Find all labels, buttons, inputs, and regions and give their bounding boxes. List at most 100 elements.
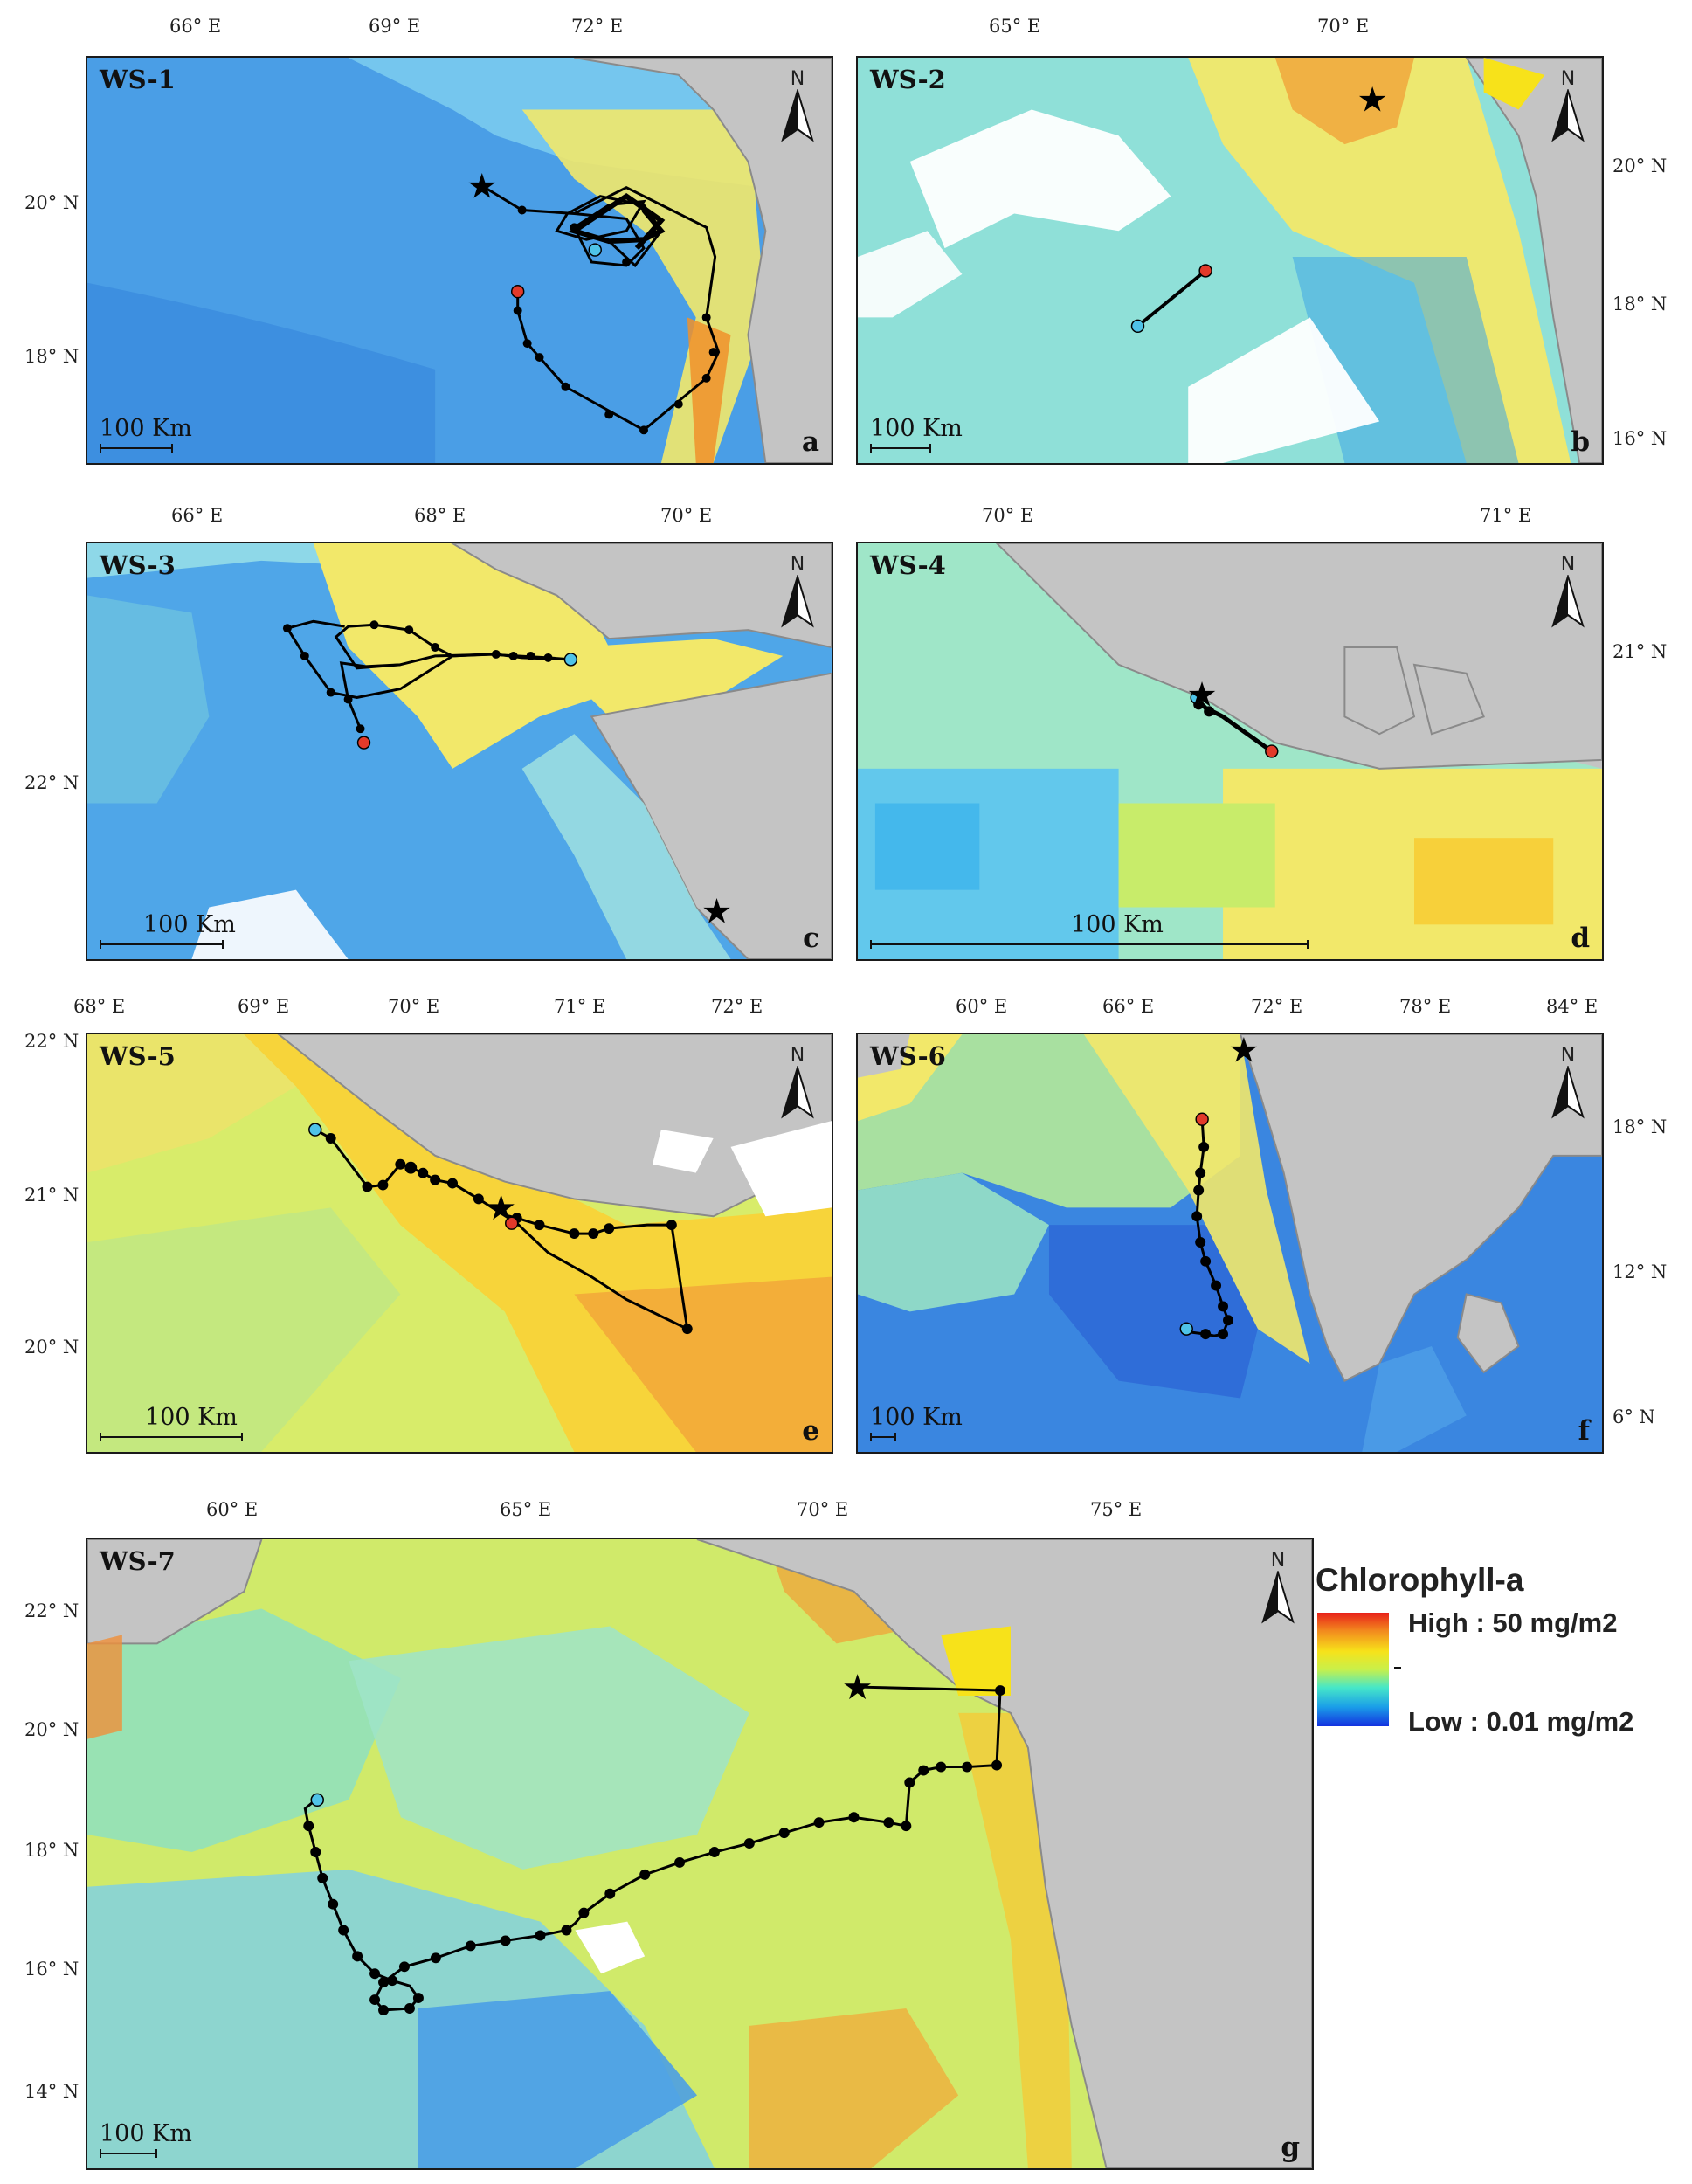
chlorophyll-raster-ws2 bbox=[858, 58, 1602, 463]
y-tick: 16° N bbox=[24, 1959, 79, 1980]
start-marker-ws3 bbox=[563, 653, 578, 667]
scale-line bbox=[870, 940, 1309, 949]
float-track-ws5: ★ bbox=[308, 1123, 693, 1335]
chlorophyll-legend: Chlorophyll-a High : 50 mg/m2 Low : 0.01… bbox=[1316, 1562, 1682, 1737]
panel-letter-f: f bbox=[1578, 1415, 1590, 1447]
x-tick: 72° E bbox=[571, 16, 624, 37]
release-star-ws6: ★ bbox=[1228, 1034, 1260, 1071]
track-points-ws1 bbox=[513, 205, 718, 435]
start-marker-ws6 bbox=[1179, 1322, 1193, 1336]
scale-bar-ws2: 100 Km bbox=[870, 415, 963, 453]
x-tick: 78° E bbox=[1399, 996, 1452, 1017]
y-tick: 20° N bbox=[24, 1719, 79, 1740]
y-tick: 18° N bbox=[1613, 294, 1668, 314]
y-tick: 21° N bbox=[24, 1185, 79, 1206]
map-panel-ws6: ★ WS-6 f 100 Km N bbox=[856, 1033, 1604, 1454]
start-marker-ws5 bbox=[308, 1123, 322, 1137]
x-tick: 71° E bbox=[1480, 505, 1532, 526]
scale-line bbox=[870, 444, 931, 453]
x-tick: 65° E bbox=[989, 16, 1041, 37]
scale-label: 100 Km bbox=[870, 1404, 963, 1431]
panel-letter-g: g bbox=[1281, 2132, 1300, 2163]
float-track-ws4: ★ bbox=[1186, 674, 1279, 758]
x-tick: 68° E bbox=[73, 996, 126, 1017]
scale-label: 100 Km bbox=[143, 911, 236, 938]
north-arrow-icon: N bbox=[777, 556, 818, 632]
chlorophyll-raster-ws4 bbox=[858, 543, 1602, 959]
x-tick: 60° E bbox=[206, 1499, 259, 1520]
panel-letter-a: a bbox=[801, 426, 819, 458]
x-tick: 60° E bbox=[956, 996, 1008, 1017]
release-star-ws1: ★ bbox=[466, 167, 498, 207]
y-tick: 21° N bbox=[1613, 641, 1668, 662]
release-star-ws5: ★ bbox=[486, 1188, 517, 1228]
float-track-ws6: ★ bbox=[1179, 1034, 1260, 1340]
scale-label: 100 Km bbox=[1071, 911, 1164, 938]
x-tick: 72° E bbox=[711, 996, 763, 1017]
end-marker-ws1 bbox=[510, 285, 525, 299]
scale-bar-ws6: 100 Km bbox=[870, 1404, 963, 1441]
end-marker-ws4 bbox=[1265, 744, 1279, 758]
track-points-ws3 bbox=[282, 620, 553, 734]
y-tick: 20° N bbox=[24, 192, 79, 213]
panel-title-ws1: WS-1 bbox=[100, 65, 176, 94]
north-label: N bbox=[1560, 1045, 1576, 1067]
scale-label: 100 Km bbox=[870, 415, 963, 442]
map-panel-ws1: ★ WS-1 a 100 Km N bbox=[86, 56, 833, 465]
north-arrow-icon: N bbox=[1548, 70, 1588, 147]
north-label: N bbox=[1270, 1550, 1286, 1572]
x-tick: 66° E bbox=[169, 16, 222, 37]
scale-label: 100 Km bbox=[100, 415, 192, 442]
panel-letter-d: d bbox=[1571, 923, 1590, 954]
y-tick: 12° N bbox=[1613, 1261, 1668, 1282]
scale-bar-ws3: 100 Km bbox=[100, 911, 236, 949]
scale-line bbox=[100, 940, 224, 949]
scale-line bbox=[100, 2149, 157, 2158]
legend-low-label: Low : 0.01 mg/m2 bbox=[1408, 1706, 1634, 1737]
y-tick: 22° N bbox=[24, 1031, 79, 1052]
chlorophyll-raster-ws1 bbox=[87, 58, 832, 463]
legend-mid-tick bbox=[1394, 1667, 1401, 1669]
y-tick: 18° N bbox=[24, 346, 79, 367]
start-marker-ws1 bbox=[588, 243, 602, 257]
y-tick: 18° N bbox=[1613, 1116, 1668, 1137]
release-star-ws7: ★ bbox=[842, 1668, 874, 1708]
panel-letter-e: e bbox=[802, 1415, 819, 1447]
y-tick: 18° N bbox=[24, 1840, 79, 1861]
north-label: N bbox=[1560, 554, 1576, 576]
scale-label: 100 Km bbox=[145, 1404, 238, 1431]
panel-title-ws3: WS-3 bbox=[100, 550, 176, 580]
x-tick: 70° E bbox=[660, 505, 713, 526]
panel-title-ws6: WS-6 bbox=[870, 1041, 946, 1071]
panel-title-ws5: WS-5 bbox=[100, 1041, 176, 1071]
track-points-ws7 bbox=[303, 1685, 1006, 2015]
end-marker-ws6 bbox=[1195, 1112, 1209, 1126]
end-marker-ws2 bbox=[1198, 264, 1212, 278]
x-tick: 69° E bbox=[369, 16, 421, 37]
panel-title-ws7: WS-7 bbox=[100, 1546, 176, 1576]
chlorophyll-raster-ws7 bbox=[87, 1539, 1312, 2168]
x-tick: 84° E bbox=[1546, 996, 1599, 1017]
north-arrow-icon: N bbox=[1258, 1552, 1298, 1628]
release-star-ws4: ★ bbox=[1186, 674, 1218, 715]
y-tick: 22° N bbox=[24, 772, 79, 793]
x-tick: 66° E bbox=[171, 505, 224, 526]
float-track-ws7: ★ bbox=[303, 1668, 1006, 2015]
north-arrow-icon: N bbox=[777, 1047, 818, 1123]
scale-bar-ws1: 100 Km bbox=[100, 415, 192, 453]
float-track-ws2: ★ bbox=[1130, 80, 1388, 334]
y-tick: 14° N bbox=[24, 2081, 79, 2102]
north-label: N bbox=[1560, 68, 1576, 90]
north-arrow-icon: N bbox=[1548, 556, 1588, 632]
x-tick: 70° E bbox=[1317, 16, 1370, 37]
x-tick: 75° E bbox=[1090, 1499, 1143, 1520]
panel-letter-b: b bbox=[1571, 426, 1590, 458]
legend-high-label: High : 50 mg/m2 bbox=[1408, 1607, 1618, 1638]
panel-title-ws4: WS-4 bbox=[870, 550, 946, 580]
scale-bar-ws7: 100 Km bbox=[100, 2120, 192, 2158]
map-panel-ws5: ★ WS-5 e 100 Km N bbox=[86, 1033, 833, 1454]
scale-bar-ws4: 100 Km bbox=[870, 911, 1309, 949]
start-marker-ws2 bbox=[1130, 319, 1145, 334]
track-points-ws5 bbox=[325, 1133, 693, 1335]
north-label: N bbox=[790, 68, 805, 90]
